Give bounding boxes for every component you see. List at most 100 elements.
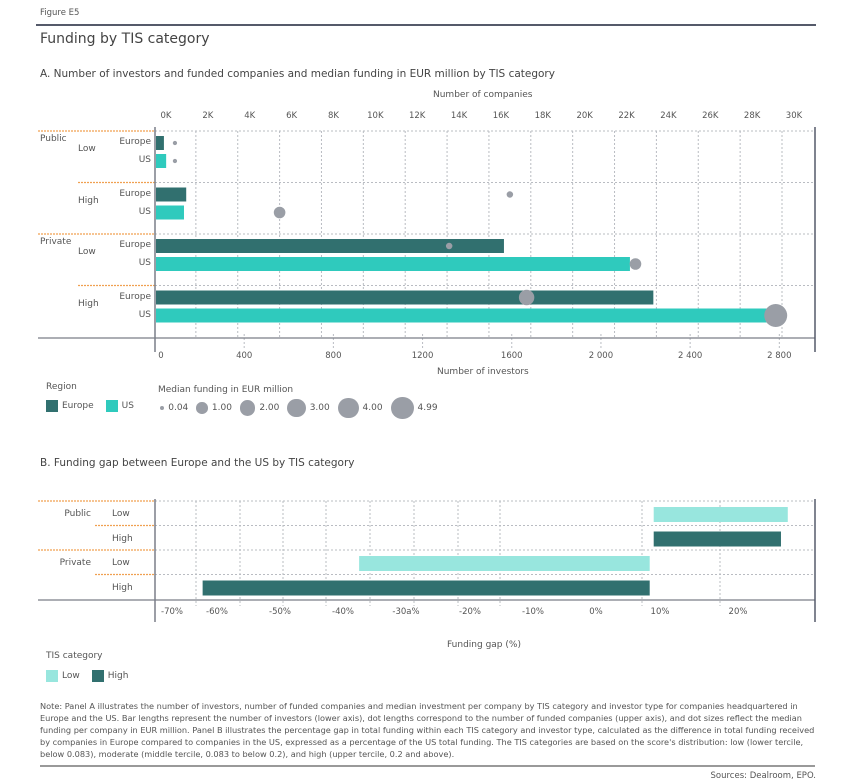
top-tick-label: 10K bbox=[367, 111, 384, 121]
investor-type-label: Public bbox=[40, 134, 67, 144]
panel-a-bottom-axis-title: Number of investors bbox=[437, 367, 529, 377]
high-swatch bbox=[91, 670, 104, 682]
bottom-tick-label: 1200 bbox=[411, 351, 434, 361]
gap-tick-label: -10% bbox=[522, 607, 544, 617]
region-label: US bbox=[138, 309, 151, 320]
top-rule bbox=[36, 24, 816, 26]
tis-legend-title: TIS category bbox=[46, 651, 103, 661]
panel-b-axis-title: Funding gap (%) bbox=[447, 640, 521, 650]
gap-bar-low bbox=[359, 556, 650, 571]
size-legend-label: 2.00 bbox=[259, 403, 280, 413]
bar-us bbox=[156, 257, 630, 271]
gap-tick-label: -60% bbox=[206, 607, 228, 617]
top-tick-label: 24K bbox=[660, 111, 677, 121]
gap-tick-label: 20% bbox=[728, 607, 748, 617]
top-tick-label: 14K bbox=[450, 111, 468, 121]
tis-label: Low bbox=[112, 509, 130, 519]
size-legend-label: 1.00 bbox=[211, 403, 232, 413]
bottom-tick-label: 1600 bbox=[500, 351, 523, 361]
tis-label: Low bbox=[78, 144, 96, 154]
size-legend-dot bbox=[239, 400, 256, 416]
region-legend: Europe US bbox=[46, 400, 134, 412]
size-legend-dot bbox=[287, 398, 306, 418]
top-tick-label: 8K bbox=[327, 111, 339, 121]
size-legend-dot bbox=[337, 397, 359, 419]
gap-tick-label: 10% bbox=[650, 607, 670, 617]
legend-item-low: Low bbox=[46, 670, 80, 682]
region-legend-title: Region bbox=[46, 382, 77, 392]
legend-label-high: High bbox=[107, 671, 129, 681]
tis-legend: Low High bbox=[46, 670, 128, 682]
size-legend-label: 3.00 bbox=[309, 402, 330, 413]
bar-europe bbox=[156, 136, 164, 150]
dot-companies bbox=[273, 206, 286, 219]
bar-us bbox=[156, 308, 773, 323]
size-legend-item: 2.00 bbox=[239, 400, 280, 416]
figure-note: Note: Panel A illustrates the number of … bbox=[40, 701, 815, 759]
legend-label-low: Low bbox=[62, 671, 80, 681]
top-tick-label: 22K bbox=[618, 111, 635, 121]
top-tick-label: 30K bbox=[785, 111, 803, 121]
size-legend-item: 1.00 bbox=[196, 402, 232, 414]
bottom-tick-label: 2 800 bbox=[767, 351, 792, 361]
size-legend-item: 4.00 bbox=[337, 397, 383, 419]
tis-label: Low bbox=[112, 558, 130, 568]
us-swatch bbox=[105, 400, 118, 412]
size-legend-item: 0.04 bbox=[160, 403, 188, 413]
gap-tick-label: -50% bbox=[269, 607, 291, 617]
top-tick-label: 12K bbox=[408, 111, 426, 121]
top-tick-label: 2K bbox=[202, 111, 214, 121]
region-label: Europe bbox=[119, 188, 151, 199]
top-tick-label: 0K bbox=[160, 111, 172, 121]
top-tick-label: 16K bbox=[492, 111, 510, 121]
size-legend-label: 0.04 bbox=[168, 403, 189, 413]
legend-item-europe: Europe bbox=[46, 400, 94, 412]
low-swatch bbox=[46, 670, 58, 682]
bottom-tick-label: 2 000 bbox=[588, 351, 614, 361]
investor-type-label: Private bbox=[59, 558, 91, 568]
region-label: US bbox=[138, 258, 151, 268]
bar-us bbox=[156, 154, 167, 168]
size-legend-dot bbox=[390, 396, 414, 420]
investor-type-label: Private bbox=[40, 237, 72, 247]
bottom-tick-label: 400 bbox=[236, 351, 253, 361]
top-tick-label: 4K bbox=[244, 111, 256, 121]
size-legend-item: 3.00 bbox=[287, 398, 330, 418]
top-tick-label: 26K bbox=[702, 111, 719, 121]
bar-europe bbox=[156, 187, 187, 202]
gap-bar-high bbox=[202, 580, 650, 596]
dot-companies bbox=[518, 289, 535, 306]
europe-swatch bbox=[46, 400, 58, 412]
bottom-tick-label: 2 400 bbox=[677, 351, 703, 361]
size-legend-label: 4.00 bbox=[362, 402, 383, 413]
top-tick-label: 6K bbox=[286, 111, 298, 121]
region-label: Europe bbox=[119, 291, 151, 302]
size-legend-label: 4.99 bbox=[417, 403, 438, 413]
dot-companies bbox=[172, 140, 178, 146]
bottom-tick-label: 0 bbox=[158, 351, 164, 361]
top-tick-label: 28K bbox=[743, 111, 761, 121]
tis-label: High bbox=[78, 195, 99, 206]
region-label: US bbox=[138, 206, 151, 217]
gap-tick-label: 0% bbox=[589, 607, 603, 617]
figure-title: Funding by TIS category bbox=[40, 31, 210, 47]
gap-tick-label: -70% bbox=[161, 607, 183, 617]
gap-tick-label: -40% bbox=[332, 607, 354, 617]
bottom-tick-label: 800 bbox=[325, 351, 342, 361]
tis-label: High bbox=[78, 298, 99, 309]
figure-label: Figure E5 bbox=[40, 8, 80, 18]
legend-label-europe: Europe bbox=[62, 401, 94, 411]
dot-companies bbox=[764, 304, 788, 327]
dot-companies bbox=[506, 191, 514, 198]
bar-europe bbox=[156, 239, 504, 253]
gap-tick-label: -30a% bbox=[392, 607, 420, 617]
region-label: Europe bbox=[119, 240, 151, 250]
gap-bar-low bbox=[653, 507, 788, 522]
size-legend-title: Median funding in EUR million bbox=[158, 385, 294, 395]
gap-bar-high bbox=[653, 531, 781, 547]
gap-tick-label: -20% bbox=[459, 607, 481, 617]
size-legend-item: 4.99 bbox=[390, 396, 438, 420]
dot-companies bbox=[445, 242, 453, 250]
